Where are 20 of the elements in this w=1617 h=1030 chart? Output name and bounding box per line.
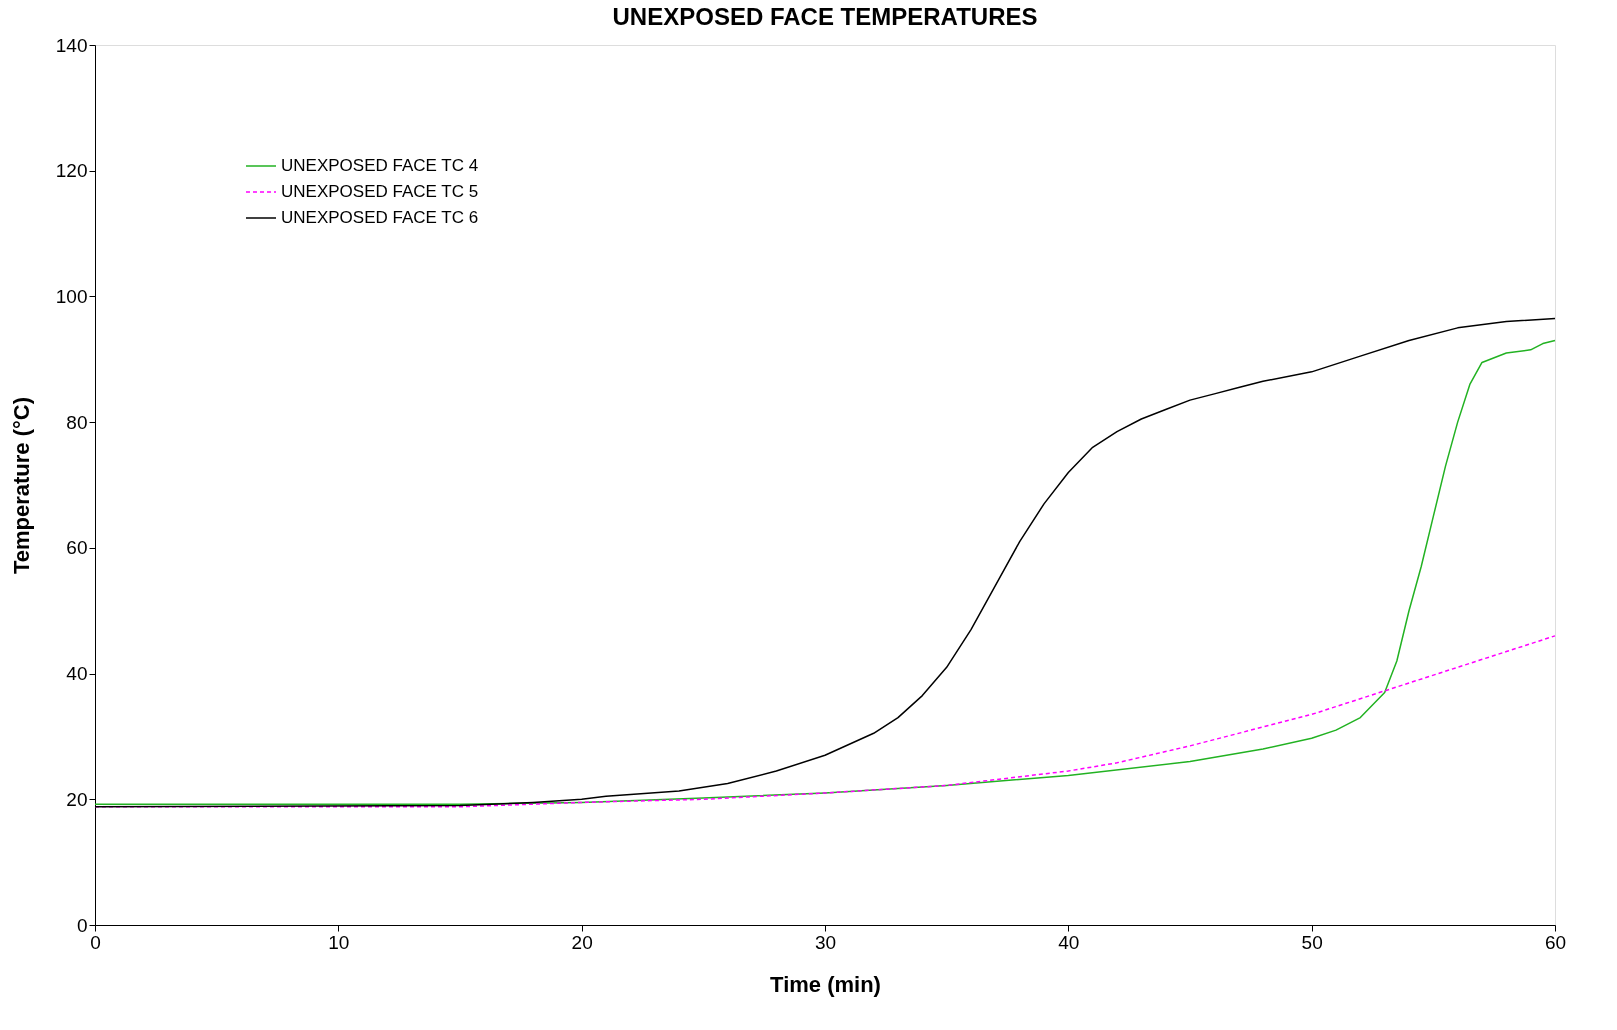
y-tick-label: 60 [66, 537, 88, 559]
y-tick-label: 80 [66, 411, 88, 433]
x-tick-label: 40 [1058, 931, 1080, 953]
legend-label: UNEXPOSED FACE TC 6 [281, 208, 479, 227]
x-tick-label: 30 [814, 931, 837, 953]
y-tick-label: 0 [76, 914, 88, 936]
y-tick-label: 140 [55, 34, 88, 56]
x-tick-label: 20 [571, 931, 593, 953]
y-tick-label: 100 [55, 285, 88, 307]
x-axis-title: Time (min) [770, 971, 881, 997]
y-tick-label: 120 [55, 160, 88, 182]
x-tick-label: 60 [1544, 931, 1567, 953]
y-tick-label: 20 [66, 788, 88, 810]
x-tick-label: 10 [328, 931, 350, 953]
legend-label: UNEXPOSED FACE TC 5 [281, 182, 479, 201]
y-axis-title: Temperature (°C) [8, 396, 34, 575]
legend-label: UNEXPOSED FACE TC 4 [281, 156, 479, 175]
y-tick-label: 40 [66, 663, 88, 685]
x-tick-label: 50 [1301, 931, 1323, 953]
chart-title: UNEXPOSED FACE TEMPERATURES [612, 3, 1038, 30]
